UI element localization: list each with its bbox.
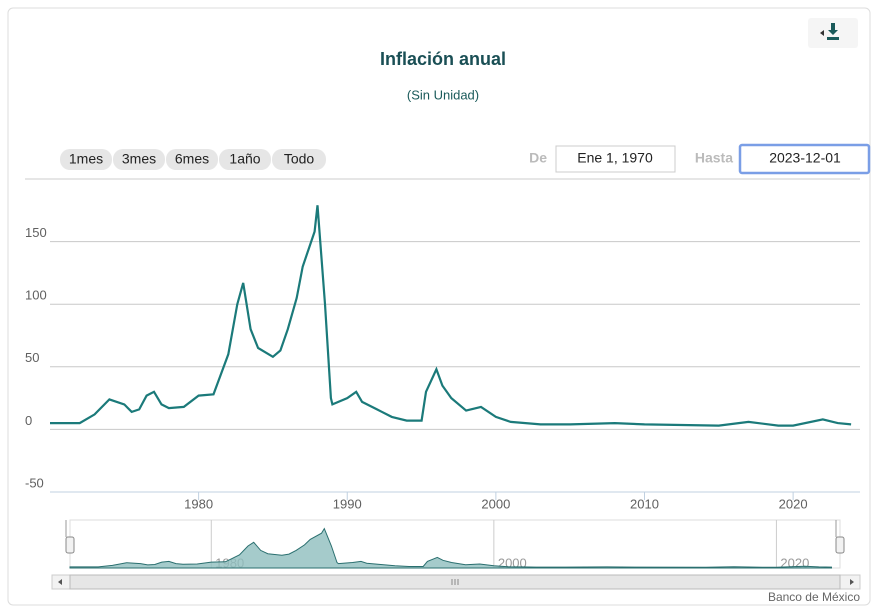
- range-button-label[interactable]: 1mes: [69, 151, 103, 167]
- x-tick-label: 1990: [333, 496, 362, 511]
- from-label: De: [529, 150, 547, 166]
- navigator-bg: [69, 519, 841, 569]
- range-button[interactable]: [219, 149, 271, 170]
- menu-arrow: [820, 30, 824, 36]
- range-button-label[interactable]: Todo: [284, 151, 315, 167]
- range-button-label[interactable]: 3mes: [122, 151, 156, 167]
- download-button[interactable]: [808, 18, 858, 48]
- scroll-grip: [451, 579, 459, 585]
- navigator-handle[interactable]: [65, 536, 75, 554]
- chart-subtitle: (Sin Unidad): [407, 87, 479, 102]
- chart-title: Inflación anual: [380, 49, 506, 69]
- navigator-area: [69, 527, 832, 569]
- range-button[interactable]: [272, 149, 326, 170]
- y-tick-label: 150: [25, 225, 47, 240]
- range-button-label[interactable]: 6mes: [175, 151, 209, 167]
- y-tick-label: -50: [25, 475, 44, 490]
- range-button-label[interactable]: 1año: [229, 151, 260, 167]
- navigator-handle[interactable]: [835, 536, 845, 554]
- y-tick-label: 0: [25, 413, 32, 428]
- range-button[interactable]: [113, 149, 165, 170]
- y-tick-label: 100: [25, 288, 47, 303]
- x-tick-label: 2000: [481, 496, 510, 511]
- data-line: [50, 205, 852, 427]
- x-tick-label: 2020: [779, 496, 808, 511]
- to-input[interactable]: [738, 143, 871, 175]
- download-icon: [827, 23, 839, 40]
- range-button[interactable]: [60, 149, 112, 170]
- x-tick-label: 1980: [184, 496, 213, 511]
- credit: Banco de México: [768, 590, 860, 604]
- to-value[interactable]: 2023-12-01: [769, 150, 841, 166]
- y-tick-label: 50: [25, 350, 39, 365]
- from-value[interactable]: Ene 1, 1970: [577, 150, 653, 166]
- from-input[interactable]: [555, 145, 676, 173]
- to-label: Hasta: [695, 150, 733, 166]
- range-button[interactable]: [166, 149, 218, 170]
- x-tick-label: 2010: [630, 496, 659, 511]
